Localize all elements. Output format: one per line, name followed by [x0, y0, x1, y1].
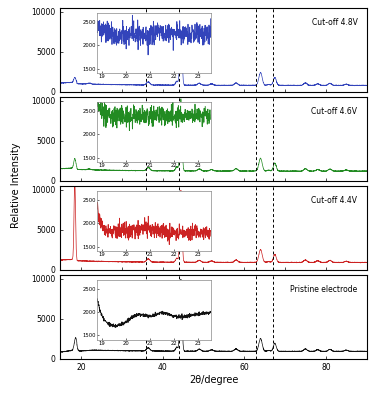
Text: Cut-off 4.4V: Cut-off 4.4V: [311, 196, 358, 205]
Text: Pristine electrode: Pristine electrode: [290, 285, 358, 294]
Text: Cut-off 4.6V: Cut-off 4.6V: [311, 107, 358, 116]
Text: Cut-off 4.8V: Cut-off 4.8V: [311, 18, 358, 27]
X-axis label: 2θ/degree: 2θ/degree: [189, 375, 238, 385]
Text: Relative Intensity: Relative Intensity: [11, 142, 21, 228]
